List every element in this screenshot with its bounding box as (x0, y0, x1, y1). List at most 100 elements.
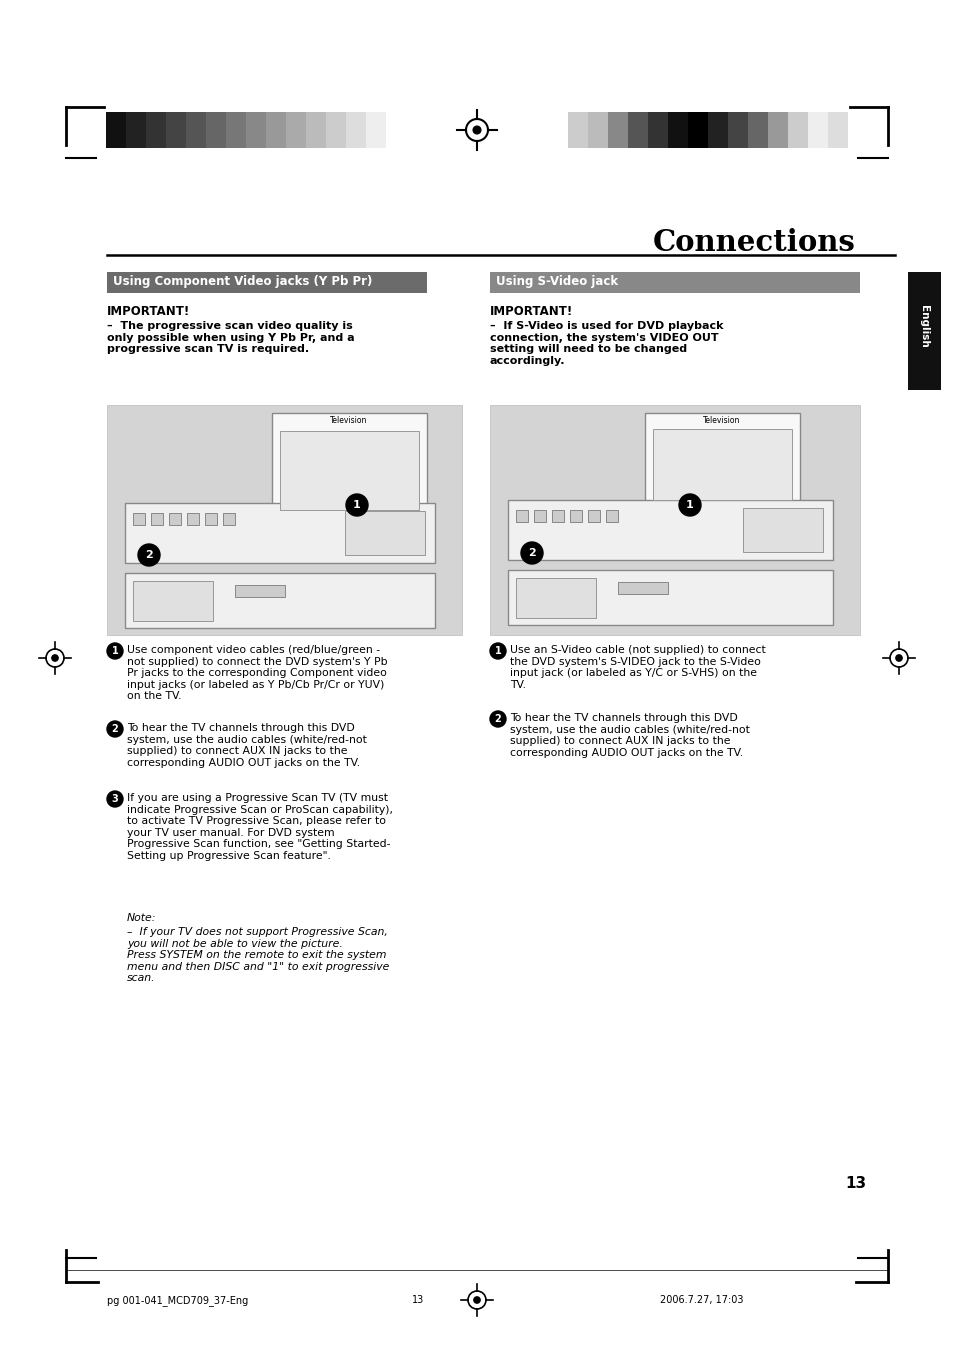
Text: Using S-Video jack: Using S-Video jack (496, 276, 618, 288)
Bar (507, 570, 832, 626)
Bar (667, 112, 688, 149)
Bar (567, 112, 588, 149)
Text: Use component video cables (red/blue/green -
not supplied) to connect the DVD sy: Use component video cables (red/blue/gre… (127, 644, 387, 701)
Bar (205, 513, 216, 526)
Text: 1: 1 (685, 500, 693, 509)
Bar (125, 573, 435, 628)
Bar (767, 112, 788, 149)
Bar (146, 112, 167, 149)
Bar (306, 112, 326, 149)
Text: 1: 1 (112, 646, 118, 657)
Bar (607, 112, 628, 149)
Bar (490, 272, 859, 293)
Bar (827, 112, 847, 149)
Bar (552, 509, 563, 521)
Bar (569, 509, 581, 521)
Text: IMPORTANT!: IMPORTANT! (490, 305, 573, 317)
Bar (644, 413, 800, 508)
Bar (807, 112, 827, 149)
Text: Note:: Note: (127, 913, 156, 923)
Bar (132, 513, 145, 526)
Text: Television: Television (702, 416, 740, 426)
Text: Connections: Connections (653, 228, 855, 257)
Text: To hear the TV channels through this DVD
system, use the audio cables (white/red: To hear the TV channels through this DVD… (127, 723, 367, 767)
Bar (516, 578, 596, 617)
Text: If you are using a Progressive Scan TV (TV must
indicate Progressive Scan or Pro: If you are using a Progressive Scan TV (… (127, 793, 393, 861)
Text: 13: 13 (412, 1296, 424, 1305)
Bar (286, 112, 306, 149)
Bar (166, 112, 186, 149)
Bar (605, 509, 618, 521)
Text: 1: 1 (494, 646, 501, 657)
Text: 2: 2 (528, 549, 536, 558)
Text: IMPORTANT!: IMPORTANT! (107, 305, 190, 317)
Bar (787, 112, 807, 149)
Bar (652, 430, 791, 500)
Text: Television: Television (330, 416, 367, 426)
Text: pg 001-041_MCD709_37-Eng: pg 001-041_MCD709_37-Eng (107, 1296, 248, 1306)
Bar (223, 513, 234, 526)
Bar (647, 112, 668, 149)
Bar (627, 112, 648, 149)
Text: 1: 1 (353, 500, 360, 509)
Text: Use an S-Video cable (not supplied) to connect
the DVD system's S-VIDEO jack to : Use an S-Video cable (not supplied) to c… (510, 644, 765, 690)
Bar (125, 503, 435, 563)
Bar (516, 509, 527, 521)
Circle shape (107, 643, 123, 659)
Circle shape (474, 1297, 479, 1304)
Bar (727, 112, 748, 149)
Bar (106, 112, 127, 149)
Circle shape (473, 126, 480, 134)
Bar (346, 112, 366, 149)
Bar (907, 272, 940, 390)
Bar (234, 585, 285, 597)
Bar (132, 581, 213, 621)
Bar (687, 112, 708, 149)
Circle shape (107, 721, 123, 738)
Bar (246, 112, 266, 149)
Bar (587, 509, 599, 521)
Bar (169, 513, 181, 526)
Text: 3: 3 (112, 794, 118, 804)
Bar (107, 405, 461, 635)
Bar (747, 112, 768, 149)
Circle shape (490, 711, 505, 727)
Bar (226, 112, 246, 149)
Circle shape (138, 544, 160, 566)
Bar (280, 431, 418, 509)
Bar (587, 112, 608, 149)
Bar (272, 413, 427, 517)
Text: 13: 13 (844, 1175, 865, 1192)
Bar (345, 511, 424, 555)
Bar (206, 112, 226, 149)
Bar (742, 508, 822, 553)
Bar (107, 272, 427, 293)
Bar (366, 112, 386, 149)
Bar (326, 112, 346, 149)
Bar (266, 112, 286, 149)
Text: 2: 2 (112, 724, 118, 734)
Text: Using Component Video jacks (Y Pb Pr): Using Component Video jacks (Y Pb Pr) (112, 276, 372, 288)
Bar (126, 112, 147, 149)
Bar (187, 513, 199, 526)
Text: –  If S-Video is used for DVD playback
connection, the system's VIDEO OUT
settin: – If S-Video is used for DVD playback co… (490, 322, 722, 366)
Text: English: English (918, 304, 928, 347)
Circle shape (520, 542, 542, 563)
Text: –  If your TV does not support Progressive Scan,
you will not be able to view th: – If your TV does not support Progressiv… (127, 927, 389, 984)
Bar (151, 513, 163, 526)
Circle shape (895, 655, 902, 661)
Text: –  The progressive scan video quality is
only possible when using Y Pb Pr, and a: – The progressive scan video quality is … (107, 322, 355, 354)
Circle shape (107, 790, 123, 807)
Circle shape (51, 655, 58, 661)
Circle shape (346, 494, 368, 516)
Circle shape (679, 494, 700, 516)
Bar (186, 112, 206, 149)
Bar (507, 500, 832, 561)
Bar (618, 582, 667, 594)
Text: 2: 2 (494, 713, 501, 724)
Circle shape (490, 643, 505, 659)
Bar (490, 405, 859, 635)
Bar (707, 112, 728, 149)
Text: 2: 2 (145, 550, 152, 561)
Bar (534, 509, 545, 521)
